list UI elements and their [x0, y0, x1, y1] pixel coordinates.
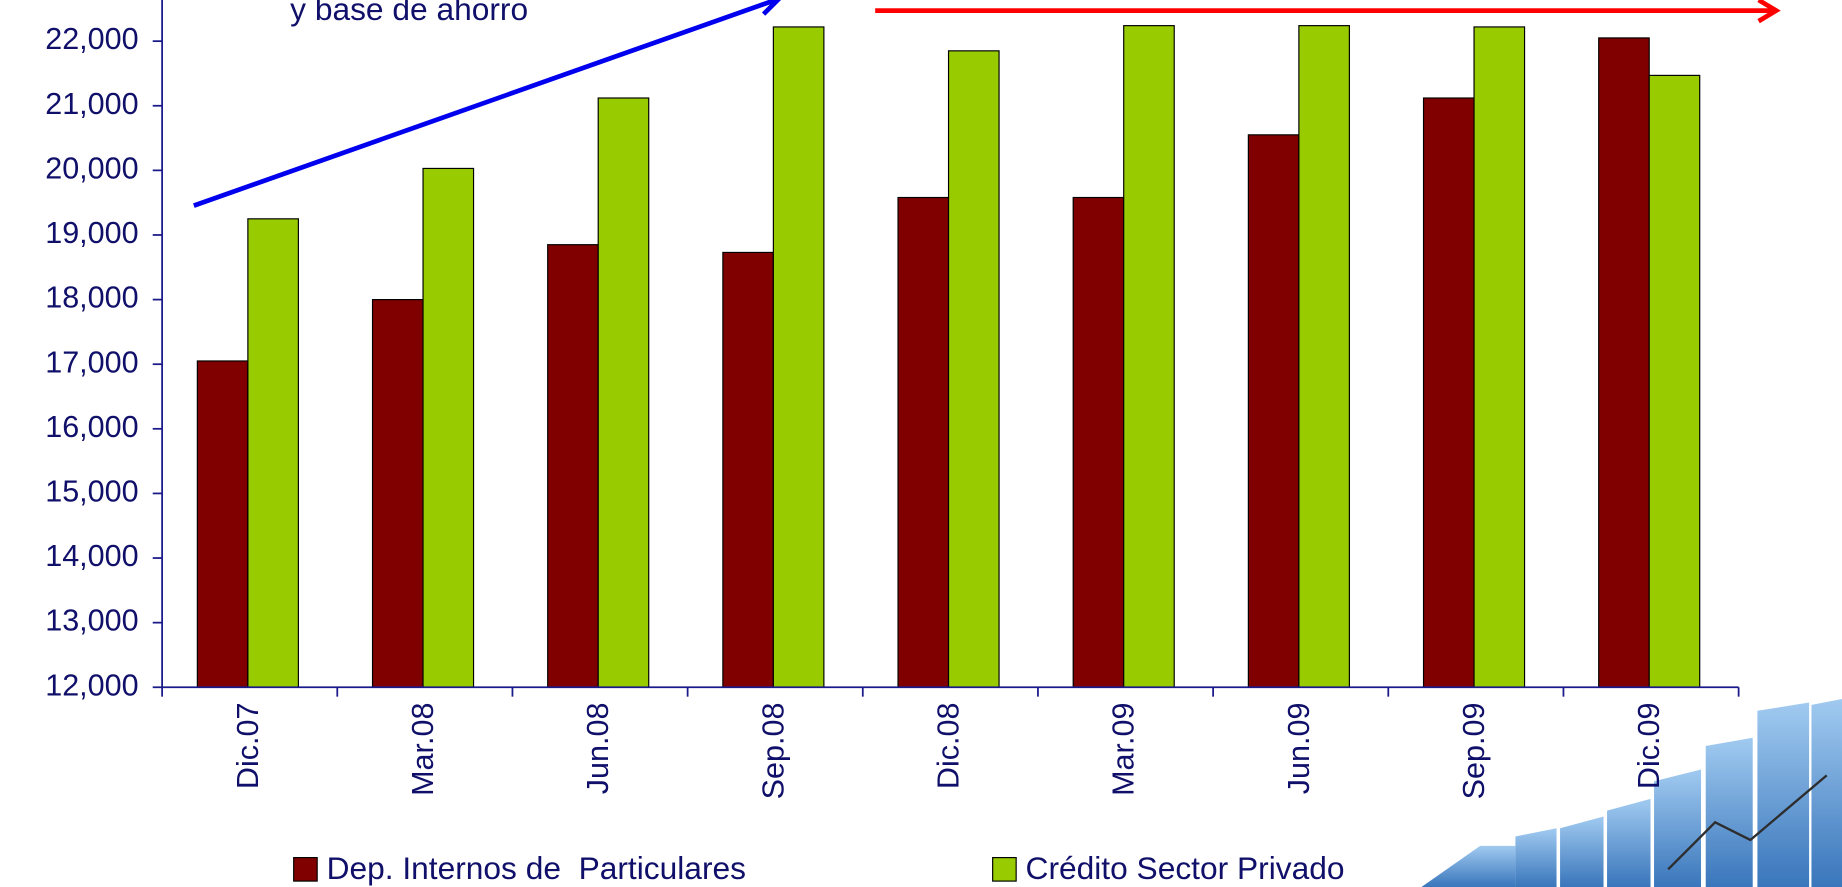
bar — [1649, 75, 1700, 687]
y-tick-label: 20,000 — [45, 151, 138, 185]
bar — [248, 219, 299, 687]
x-tick-label: Sep.08 — [756, 703, 790, 800]
page: {"chart_data": {"type": "bar", "annotati… — [0, 0, 1842, 887]
bar — [1599, 38, 1650, 687]
x-tick-label: Jun.09 — [1282, 703, 1316, 795]
y-tick-label: 21,000 — [45, 87, 138, 121]
bar — [1299, 26, 1350, 688]
trend-arrow — [194, 0, 775, 206]
x-tick-label: Dic.09 — [1632, 703, 1666, 790]
y-tick-label: 22,000 — [45, 22, 138, 56]
x-tick-label: Dic.08 — [931, 703, 965, 790]
bar — [373, 300, 424, 688]
y-tick-label: 13,000 — [45, 604, 138, 638]
bar — [723, 252, 774, 687]
y-tick-label: 15,000 — [45, 474, 138, 508]
x-tick-label: Dic.07 — [231, 703, 265, 790]
y-tick-label: 12,000 — [45, 668, 138, 702]
bar — [598, 98, 649, 687]
bar — [1248, 135, 1299, 687]
y-tick-label: 14,000 — [45, 539, 138, 573]
bar — [1424, 98, 1475, 687]
y-tick-label: 17,000 — [45, 345, 138, 379]
chart: y base de ahorro 12,000 13,000 14,000 15,00… — [0, 0, 1842, 887]
x-tick-label: Mar.08 — [406, 703, 440, 796]
bar — [197, 361, 248, 687]
bar — [1474, 27, 1525, 687]
legend-label: Dep. Internos de Particulares — [327, 850, 746, 886]
bar — [1124, 26, 1175, 688]
x-tick-label: Mar.09 — [1107, 703, 1141, 796]
bar — [1073, 198, 1124, 688]
y-tick-label: 18,000 — [45, 281, 138, 315]
annotation: y base de ahorro — [290, 0, 528, 27]
y-tick-label: 16,000 — [45, 410, 138, 444]
legend-label: Crédito Sector Privado — [1026, 850, 1345, 886]
y-tick-label: 19,000 — [45, 216, 138, 250]
bar — [949, 51, 1000, 687]
x-tick-label: Jun.08 — [581, 703, 615, 795]
bar — [773, 27, 824, 687]
bar — [548, 245, 599, 688]
bar — [898, 198, 949, 688]
legend-swatch — [294, 858, 317, 881]
bar — [423, 168, 474, 687]
x-tick-label: Sep.09 — [1457, 703, 1491, 800]
legend-swatch — [993, 858, 1016, 881]
